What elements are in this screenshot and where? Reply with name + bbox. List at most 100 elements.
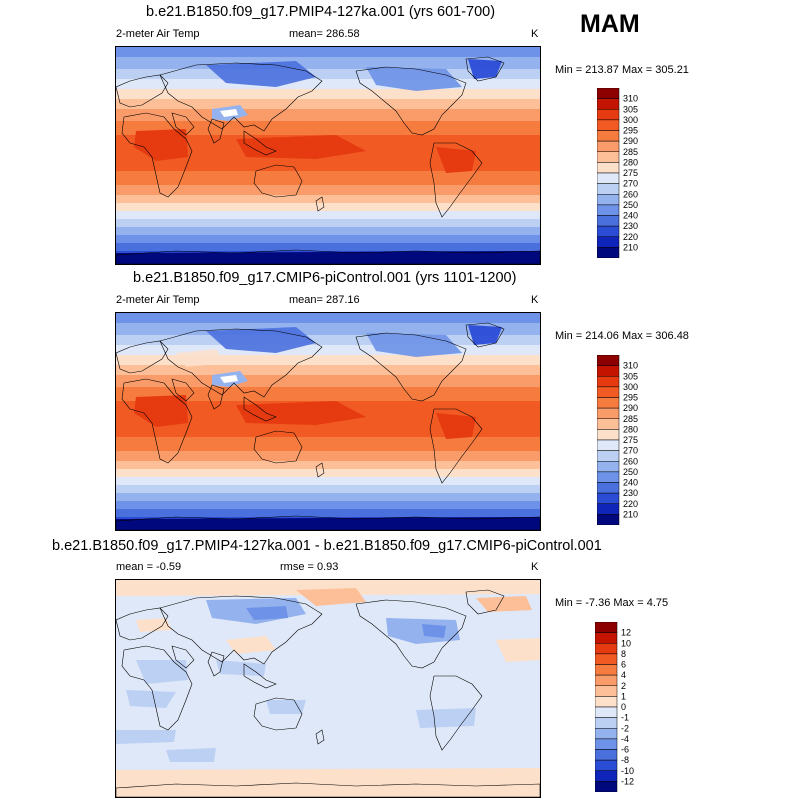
panel2-minmax: Min = 214.06 Max = 306.48 (555, 330, 689, 342)
panel3-colorbar-swatch (595, 664, 618, 676)
panel1-temperature-map (115, 46, 541, 265)
panel1-colorbar-swatch (597, 194, 620, 206)
panel1-colorbar-swatch (597, 183, 620, 195)
panel2-colorbar-tick-label: 230 (623, 488, 638, 498)
panel1-colorbar-swatch (597, 109, 620, 121)
panel1-colorbar-swatch (597, 172, 620, 184)
panel1-colorbar-tick-label: 220 (623, 232, 638, 242)
panel2-colorbar-swatch (597, 503, 620, 515)
panel2-colorbar-tick-label: 305 (623, 371, 638, 381)
panel1-variable: 2-meter Air Temp (116, 28, 200, 40)
panel1-title: b.e21.B1850.f09_g17.PMIP4-127ka.001 (yrs… (146, 4, 496, 20)
panel3-colorbar-swatch (595, 717, 618, 729)
panel3-colorbar-tick-label: -4 (621, 734, 629, 744)
panel3-colorbar-swatch (595, 653, 618, 665)
panel3-difference-map (115, 579, 541, 798)
panel2-colorbar-swatch (597, 407, 620, 419)
panel1-colorbar-swatch (597, 162, 620, 174)
panel2-unit: K (531, 294, 539, 306)
panel1-colorbar-swatch (597, 88, 620, 99)
panel2-temperature-map (115, 312, 541, 531)
panel2-colorbar-tick-label: 270 (623, 446, 638, 456)
panel3-colorbar-tick-label: 6 (621, 660, 626, 670)
panel1-colorbar-swatch (597, 119, 620, 131)
panel2-colorbar-tick-label: 275 (623, 435, 638, 445)
panel1-colorbar-swatch (597, 225, 620, 237)
panel3-colorbar-swatch (595, 622, 618, 633)
panel2-colorbar-swatch (597, 355, 620, 366)
panel3-colorbar-swatch (595, 749, 618, 761)
panel3-colorbar-swatch (595, 696, 618, 708)
panel1-colorbar: 310 305 300 295 290 285 280 275 270 260 250 240 230 2… (597, 88, 657, 258)
panel1-colorbar-tick-label: 240 (623, 211, 638, 221)
panel3-colorbar-tick-label: -10 (621, 766, 634, 776)
panel3-colorbar-swatch (595, 781, 618, 792)
panel3-colorbar-tick-label: 0 (621, 702, 626, 712)
panel3-colorbar-swatch (595, 706, 618, 718)
panel2-colorbar-swatch (597, 418, 620, 430)
panel2-colorbar-tick-label: 285 (623, 414, 638, 424)
panel1-colorbar-tick-label: 310 (623, 94, 638, 104)
panel3-colorbar-tick-label: 12 (621, 628, 631, 638)
panel2-colorbar-swatch (597, 429, 620, 441)
panel2-colorbar-swatch (597, 365, 620, 377)
panel1-minmax: Min = 213.87 Max = 305.21 (555, 64, 689, 76)
panel1-unit: K (531, 28, 539, 40)
panel3-colorbar-swatch (595, 643, 618, 655)
panel3-colorbar-tick-label: -6 (621, 745, 629, 755)
panel3-colorbar-tick-label: 2 (621, 681, 626, 691)
panel3-colorbar-tick-label: -1 (621, 713, 629, 723)
panel1-mean: mean= 286.58 (289, 28, 360, 40)
panel2-colorbar-tick-label: 260 (623, 456, 638, 466)
panel1-colorbar-tick-label: 290 (623, 136, 638, 146)
panel2-colorbar-tick-label: 240 (623, 478, 638, 488)
panel1-colorbar-swatch (597, 204, 620, 216)
panel3-title: b.e21.B1850.f09_g17.PMIP4-127ka.001 - b.… (52, 538, 602, 554)
panel3-mean: mean = -0.59 (116, 561, 182, 573)
panel1-colorbar-swatch (597, 247, 620, 258)
panel1-colorbar-tick-label: 270 (623, 179, 638, 189)
panel2-colorbar-swatch (597, 514, 620, 525)
panel3-colorbar-tick-label: 1 (621, 691, 626, 701)
panel2-colorbar-swatch (597, 482, 620, 494)
panel2-colorbar-swatch (597, 439, 620, 451)
panel3-colorbar-tick-label: -2 (621, 723, 629, 733)
panel2-colorbar-swatch (597, 461, 620, 473)
panel3-colorbar-tick-label: -8 (621, 755, 629, 765)
panel1-colorbar-tick-label: 250 (623, 200, 638, 210)
panel1-colorbar-swatch (597, 151, 620, 163)
panel2-title: b.e21.B1850.f09_g17.CMIP6-piControl.001 … (133, 270, 517, 286)
panel1-colorbar-tick-label: 230 (623, 221, 638, 231)
season-label: MAM (580, 10, 640, 38)
panel1-colorbar-tick-label: 260 (623, 189, 638, 199)
panel2-colorbar: 310 305 300 295 290 285 280 275 270 260 250 240 230 2… (597, 355, 657, 525)
panel3-unit: K (531, 561, 539, 573)
panel2-colorbar-swatch (597, 471, 620, 483)
panel1-colorbar-swatch (597, 98, 620, 110)
panel2-colorbar-tick-label: 250 (623, 467, 638, 477)
panel1-colorbar-tick-label: 275 (623, 168, 638, 178)
panel1-colorbar-tick-label: 280 (623, 157, 638, 167)
panel3-minmax: Min = -7.36 Max = 4.75 (555, 597, 669, 609)
panel1-colorbar-swatch (597, 215, 620, 227)
panel3-rmse: rmse = 0.93 (280, 561, 339, 573)
panel3-colorbar-tick-label: 8 (621, 649, 626, 659)
panel2-colorbar-swatch (597, 492, 620, 504)
panel2-colorbar-tick-label: 295 (623, 393, 638, 403)
panel3-colorbar-swatch (595, 738, 618, 750)
panel3-colorbar-swatch (595, 759, 618, 771)
panel1-colorbar-swatch (597, 130, 620, 142)
panel2-colorbar-tick-label: 280 (623, 424, 638, 434)
panel2-colorbar-swatch (597, 397, 620, 409)
panel2-colorbar-tick-label: 310 (623, 361, 638, 371)
panel1-colorbar-swatch (597, 140, 620, 152)
panel3-colorbar: 12 10 8 6 4 2 1 0 -1 -2 -4 -6 -8 -10 -12 (595, 622, 657, 792)
panel3-colorbar-swatch (595, 728, 618, 740)
panel2-colorbar-tick-label: 290 (623, 403, 638, 413)
panel3-colorbar-swatch (595, 770, 618, 782)
panel1-colorbar-swatch (597, 236, 620, 248)
panel2-colorbar-swatch (597, 386, 620, 398)
panel2-colorbar-tick-label: 220 (623, 499, 638, 509)
panel3-colorbar-swatch (595, 674, 618, 686)
panel3-colorbar-tick-label: 10 (621, 638, 631, 648)
